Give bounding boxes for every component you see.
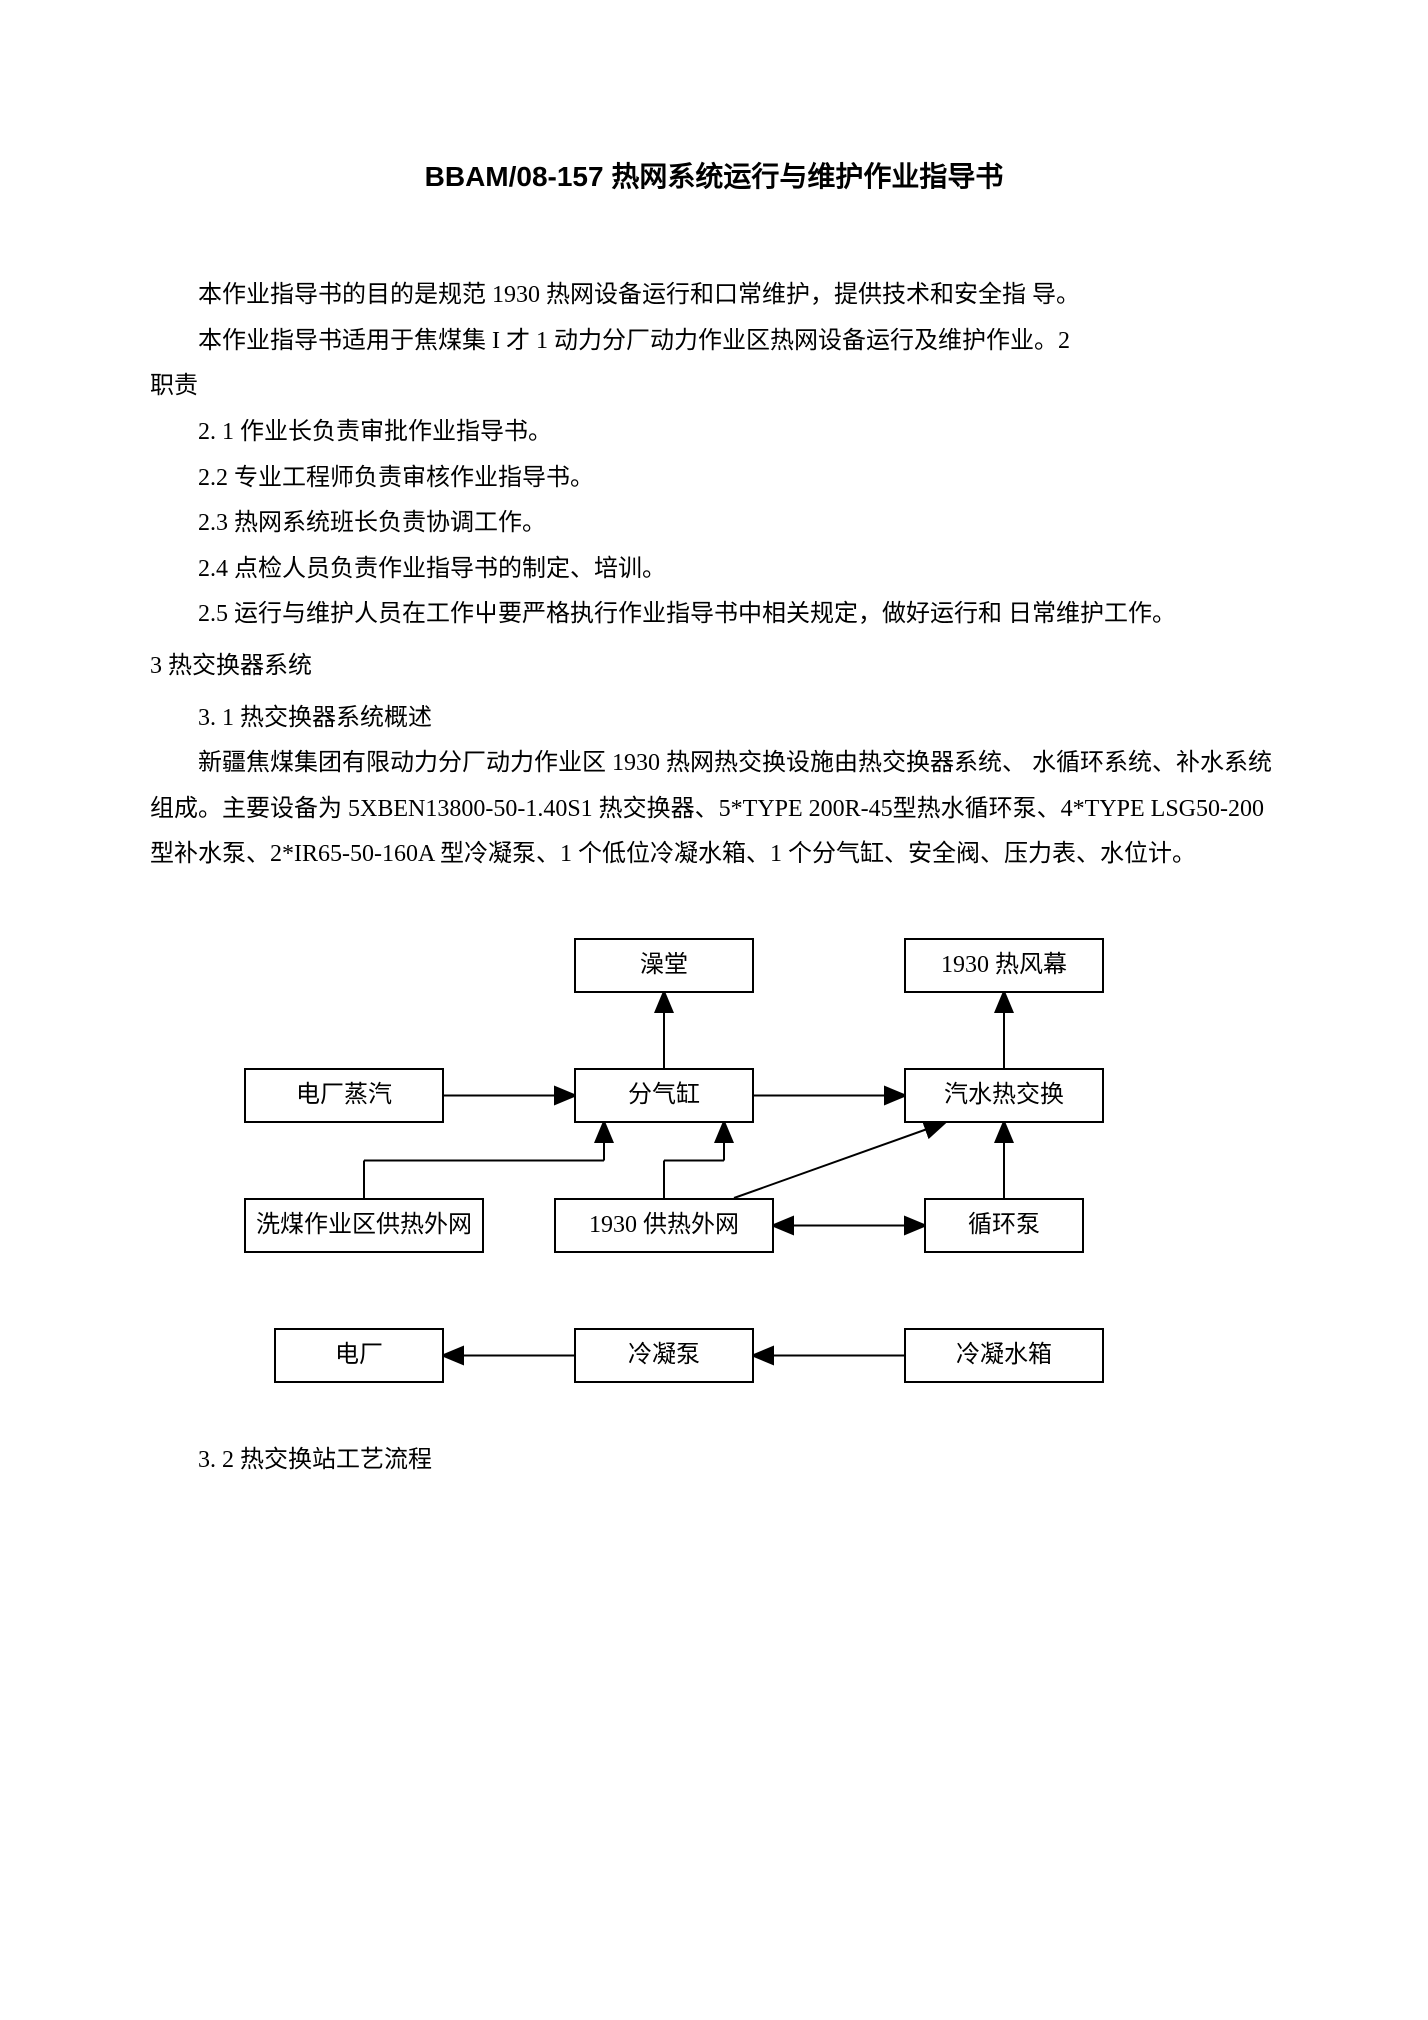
flowchart-node-xunhuanbeng: 循环泵 — [924, 1198, 1084, 1253]
heading-3-1: 3. 1 热交换器系统概述 — [150, 696, 1278, 742]
paragraph-scope: 本作业指导书适用于焦煤集 I 才 1 动力分厂动力作业区热网设备运行及维护作业。… — [150, 319, 1278, 365]
heading-3: 3 热交换器系统 — [150, 644, 1278, 690]
item-2-2: 2.2 专业工程师负责审核作业指导书。 — [150, 456, 1278, 502]
flowchart-node-zaotang: 澡堂 — [574, 938, 754, 993]
flowchart-node-refengmu: 1930 热风幕 — [904, 938, 1104, 993]
flowchart-node-dianchang_zq: 电厂蒸汽 — [244, 1068, 444, 1123]
paragraph-purpose: 本作业指导书的目的是规范 1930 热网设备运行和口常维护，提供技术和安全指 导… — [150, 273, 1278, 319]
flowchart-node-waiwang1930: 1930 供热外网 — [554, 1198, 774, 1253]
flowchart-node-lengningbeng: 冷凝泵 — [574, 1328, 754, 1383]
item-2-3: 2.3 热网系统班长负责协调工作。 — [150, 501, 1278, 547]
flowchart: 澡堂 1930 热风幕电厂蒸汽 分气缸 汽水热交换洗煤作业区供热外网 1930 供热外网… — [214, 938, 1214, 1418]
heading-3-2: 3. 2 热交换站工艺流程 — [150, 1438, 1278, 1484]
paragraph-3-1-body: 新疆焦煤集团有限动力分厂动力作业区 1930 热网热交换设施由热交换器系统、 水… — [150, 741, 1278, 878]
flowchart-node-qishui: 汽水热交换 — [904, 1068, 1104, 1123]
item-2-5: 2.5 运行与维护人员在工作屮要严格执行作业指导书中相关规定，做好运行和 日常维… — [150, 592, 1278, 638]
flowchart-node-fenqigang: 分气缸 — [574, 1068, 754, 1123]
item-2-1: 2. 1 作业长负责审批作业指导书。 — [150, 410, 1278, 456]
heading-zhize: 职责 — [150, 364, 1278, 410]
flowchart-node-ximei: 洗煤作业区供热外网 — [244, 1198, 484, 1253]
document-page: BBAM/08-157 热网系统运行与维护作业指导书 本作业指导书的目的是规范 … — [0, 0, 1428, 1584]
flowchart-node-lengningshui: 冷凝水箱 — [904, 1328, 1104, 1383]
flowchart-node-dianchang: 电厂 — [274, 1328, 444, 1383]
item-2-4: 2.4 点检人员负责作业指导书的制定、培训。 — [150, 547, 1278, 593]
doc-title: BBAM/08-157 热网系统运行与维护作业指导书 — [150, 150, 1278, 203]
